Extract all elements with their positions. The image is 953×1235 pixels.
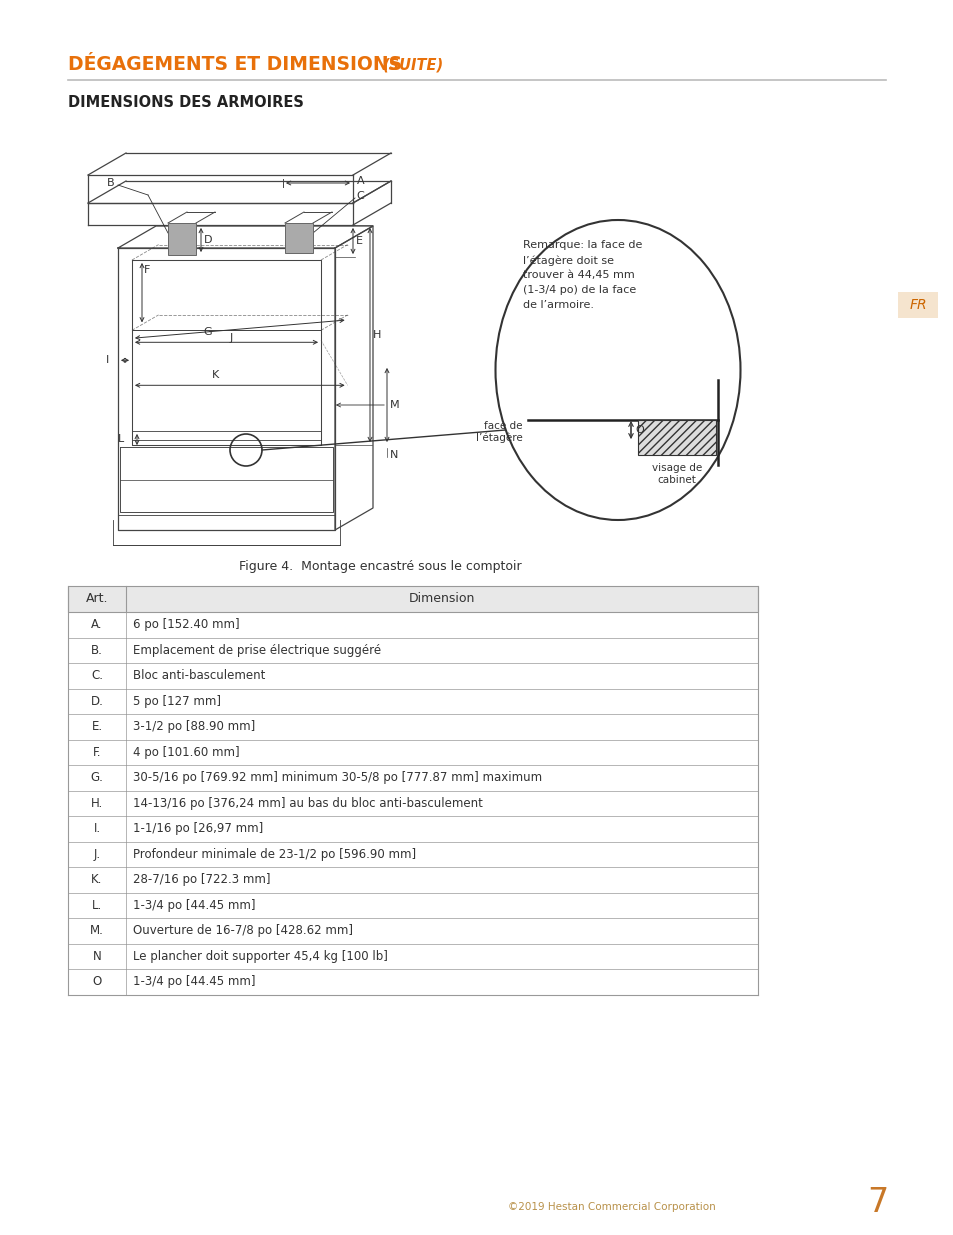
Bar — [638, 420, 716, 454]
Text: J: J — [230, 332, 233, 342]
Bar — [68, 585, 758, 613]
Text: D: D — [204, 235, 213, 245]
Text: Bloc anti-basculement: Bloc anti-basculement — [132, 669, 265, 682]
Text: Emplacement de prise électrique suggéré: Emplacement de prise électrique suggéré — [132, 643, 381, 657]
Text: F.: F. — [92, 746, 101, 758]
Text: I: I — [106, 356, 110, 366]
Text: DÉGAGEMENTS ET DIMENSIONS: DÉGAGEMENTS ET DIMENSIONS — [68, 56, 402, 74]
FancyBboxPatch shape — [897, 291, 937, 317]
Text: Ouverture de 16-7/8 po [428.62 mm]: Ouverture de 16-7/8 po [428.62 mm] — [132, 924, 353, 937]
Text: C.: C. — [91, 669, 103, 682]
Text: L.: L. — [91, 899, 102, 911]
Text: face de
l’étagère: face de l’étagère — [476, 421, 522, 443]
Text: A.: A. — [91, 619, 103, 631]
Text: Le plancher doit supporter 45,4 kg [100 lb]: Le plancher doit supporter 45,4 kg [100 … — [132, 950, 388, 963]
Text: F: F — [144, 266, 151, 275]
Bar — [168, 224, 195, 254]
Text: 5 po [127 mm]: 5 po [127 mm] — [132, 695, 221, 708]
Text: ©2019 Hestan Commercial Corporation: ©2019 Hestan Commercial Corporation — [508, 1202, 716, 1212]
Text: M: M — [390, 400, 399, 410]
Text: E: E — [355, 236, 363, 246]
Text: 1-1/16 po [26,97 mm]: 1-1/16 po [26,97 mm] — [132, 823, 263, 835]
Text: G: G — [204, 327, 213, 337]
Text: 4 po [101.60 mm]: 4 po [101.60 mm] — [132, 746, 239, 758]
Text: O: O — [635, 425, 643, 435]
Text: E.: E. — [91, 720, 103, 734]
Text: visage de
cabinet: visage de cabinet — [651, 463, 701, 484]
Text: 1-3/4 po [44.45 mm]: 1-3/4 po [44.45 mm] — [132, 899, 255, 911]
Text: N: N — [92, 950, 101, 963]
Text: 30-5/16 po [769.92 mm] minimum 30-5/8 po [777.87 mm] maximum: 30-5/16 po [769.92 mm] minimum 30-5/8 po… — [132, 771, 541, 784]
Text: FR: FR — [908, 298, 926, 312]
Text: 14-13/16 po [376,24 mm] au bas du bloc anti-basculement: 14-13/16 po [376,24 mm] au bas du bloc a… — [132, 797, 482, 810]
Text: B: B — [107, 178, 114, 188]
Text: 1-3/4 po [44.45 mm]: 1-3/4 po [44.45 mm] — [132, 976, 255, 988]
Text: K: K — [212, 370, 218, 380]
Text: M.: M. — [90, 924, 104, 937]
Text: 28-7/16 po [722.3 mm]: 28-7/16 po [722.3 mm] — [132, 873, 271, 887]
Text: Figure 4.  Montage encastré sous le comptoir: Figure 4. Montage encastré sous le compt… — [238, 559, 520, 573]
Ellipse shape — [495, 220, 740, 520]
Text: 7: 7 — [866, 1187, 887, 1219]
Bar — [285, 224, 313, 253]
Text: C: C — [355, 191, 363, 201]
Text: 3-1/2 po [88.90 mm]: 3-1/2 po [88.90 mm] — [132, 720, 255, 734]
Text: O: O — [92, 976, 102, 988]
Text: B.: B. — [91, 643, 103, 657]
Text: Profondeur minimale de 23-1/2 po [596.90 mm]: Profondeur minimale de 23-1/2 po [596.90… — [132, 847, 416, 861]
Text: Art.: Art. — [86, 593, 108, 605]
Text: A: A — [356, 177, 364, 186]
Text: N: N — [390, 450, 398, 459]
Text: H: H — [373, 330, 381, 340]
Text: I.: I. — [93, 823, 100, 835]
Text: Dimension: Dimension — [409, 593, 475, 605]
Text: D.: D. — [91, 695, 103, 708]
Text: Remarque: la face de
l’étagère doit se
trouver à 44,45 mm
(1-3/4 po) de la face
: Remarque: la face de l’étagère doit se t… — [522, 240, 641, 310]
Text: K.: K. — [91, 873, 103, 887]
Text: G.: G. — [91, 771, 103, 784]
Text: 6 po [152.40 mm]: 6 po [152.40 mm] — [132, 619, 239, 631]
Text: (SUITE): (SUITE) — [382, 57, 444, 72]
Text: H.: H. — [91, 797, 103, 810]
Text: DIMENSIONS DES ARMOIRES: DIMENSIONS DES ARMOIRES — [68, 95, 304, 110]
Text: L: L — [118, 435, 124, 445]
Text: J.: J. — [93, 847, 100, 861]
